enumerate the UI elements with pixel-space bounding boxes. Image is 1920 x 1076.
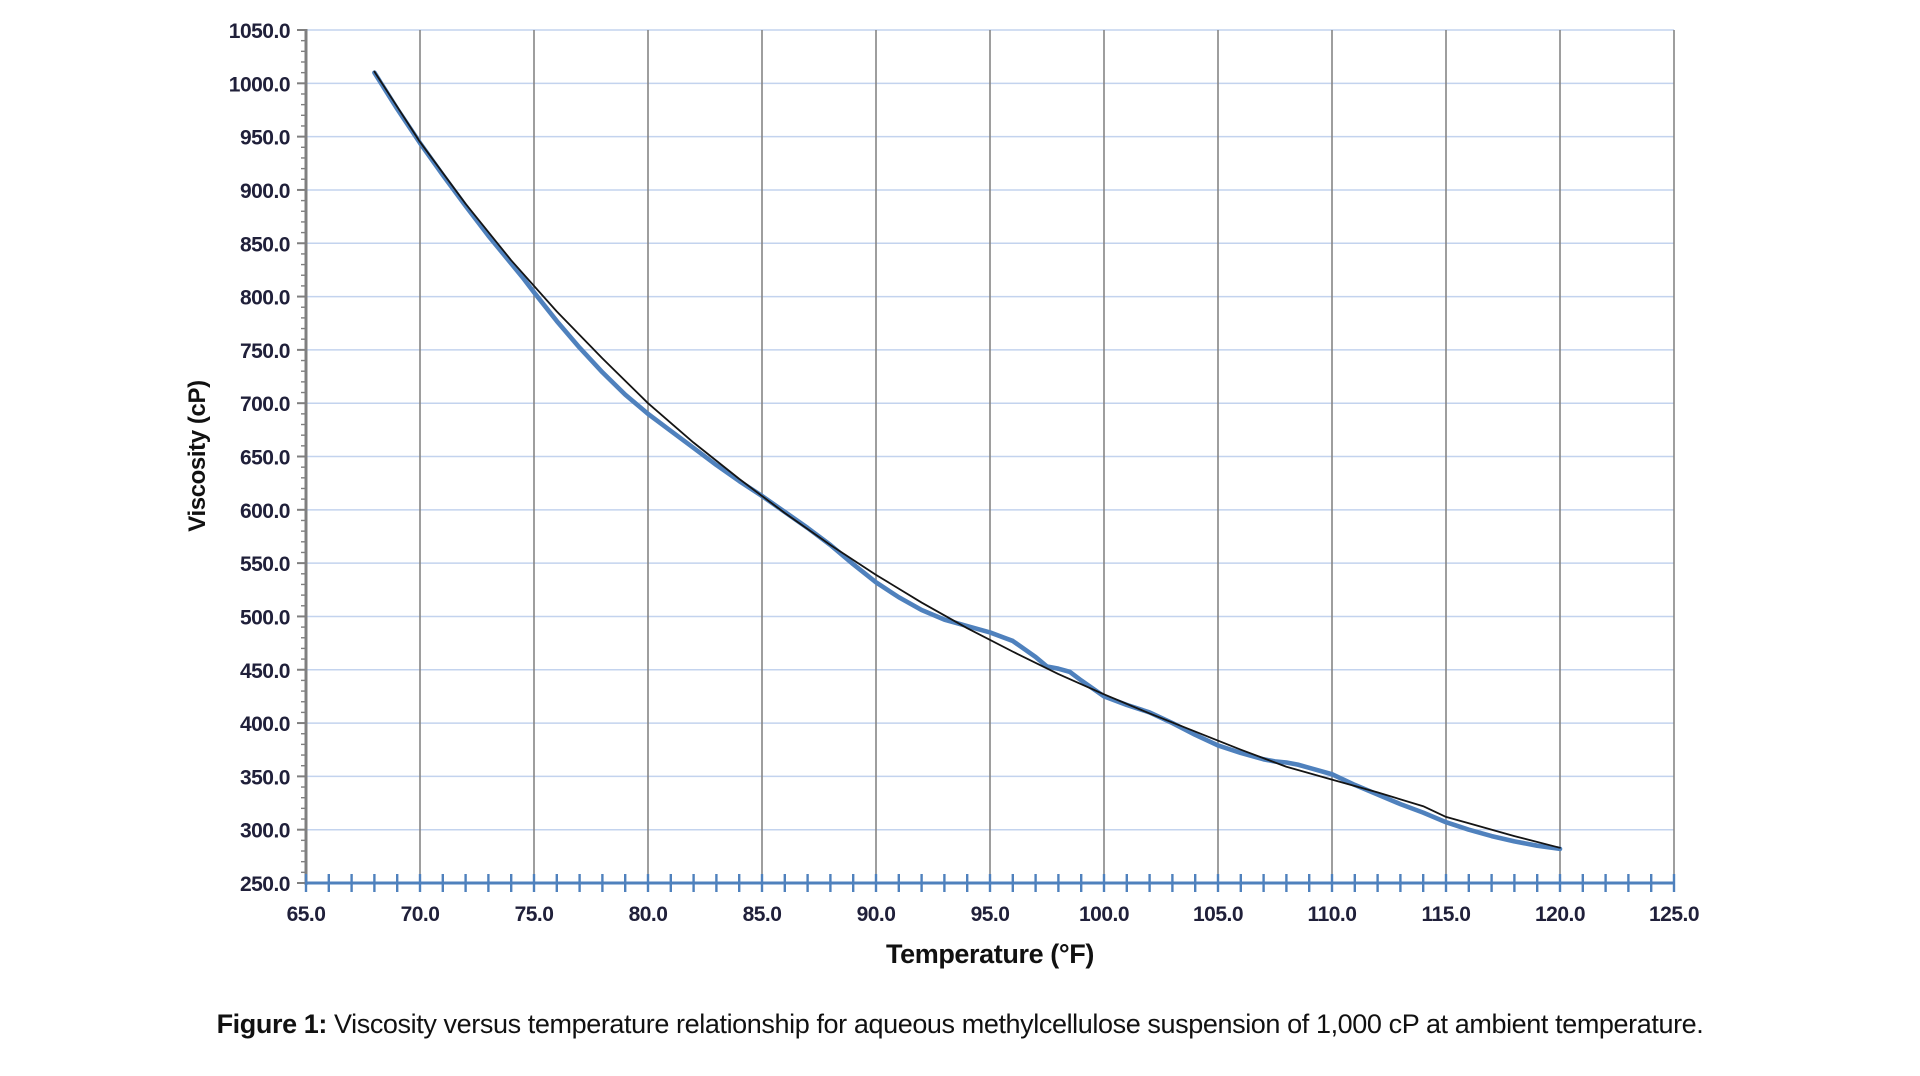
viscosity-measured-line xyxy=(372,70,1563,852)
x-tick-label: 90.0 xyxy=(857,903,896,926)
x-tick-label: 85.0 xyxy=(743,903,782,926)
figure-caption-text: Viscosity versus temperature relationshi… xyxy=(334,1009,1704,1039)
y-tick-label: 600.0 xyxy=(240,500,290,523)
x-tick-label: 100.0 xyxy=(1079,903,1129,926)
x-tick-label: 70.0 xyxy=(401,903,440,926)
power-trendline-line xyxy=(373,70,1561,849)
x-tick-label: 95.0 xyxy=(971,903,1010,926)
y-tick-label: 400.0 xyxy=(240,713,290,736)
x-tick-label: 65.0 xyxy=(287,903,326,926)
y-tick-label: 300.0 xyxy=(240,820,290,843)
y-tick-label: 1000.0 xyxy=(229,73,290,96)
x-tick-label: 125.0 xyxy=(1649,903,1699,926)
y-tick-label: 750.0 xyxy=(240,340,290,363)
x-axis-title: Temperature (°F) xyxy=(886,939,1094,969)
y-tick-label: 550.0 xyxy=(240,553,290,576)
x-tick-label: 105.0 xyxy=(1193,903,1243,926)
figure-caption: Figure 1: Viscosity versus temperature re… xyxy=(0,1008,1920,1040)
y-tick-label: 700.0 xyxy=(240,393,290,416)
y-tick-label: 1050.0 xyxy=(229,20,290,43)
x-tick-label: 120.0 xyxy=(1535,903,1585,926)
x-tick-label: 80.0 xyxy=(629,903,668,926)
y-tick-label: 900.0 xyxy=(240,180,290,203)
y-axis-title: Viscosity (cP) xyxy=(184,380,211,531)
x-tick-label: 115.0 xyxy=(1422,903,1471,926)
y-tick-label: 800.0 xyxy=(240,287,290,310)
y-tick-label: 350.0 xyxy=(240,766,290,789)
y-tick-label: 850.0 xyxy=(240,233,290,256)
y-tick-label: 500.0 xyxy=(240,606,290,629)
x-tick-label: 110.0 xyxy=(1308,903,1357,926)
figure-caption-label: Figure 1: xyxy=(216,1009,328,1039)
y-tick-label: 250.0 xyxy=(240,873,290,896)
y-tick-label: 650.0 xyxy=(240,447,290,470)
y-tick-label: 950.0 xyxy=(240,127,290,150)
x-tick-label: 75.0 xyxy=(515,903,554,926)
y-tick-label: 450.0 xyxy=(240,660,290,683)
viscosity-temperature-chart: 250.0 300.0 350.0 400.0 450.0 500.0 550.0 600.0… xyxy=(184,20,1700,969)
